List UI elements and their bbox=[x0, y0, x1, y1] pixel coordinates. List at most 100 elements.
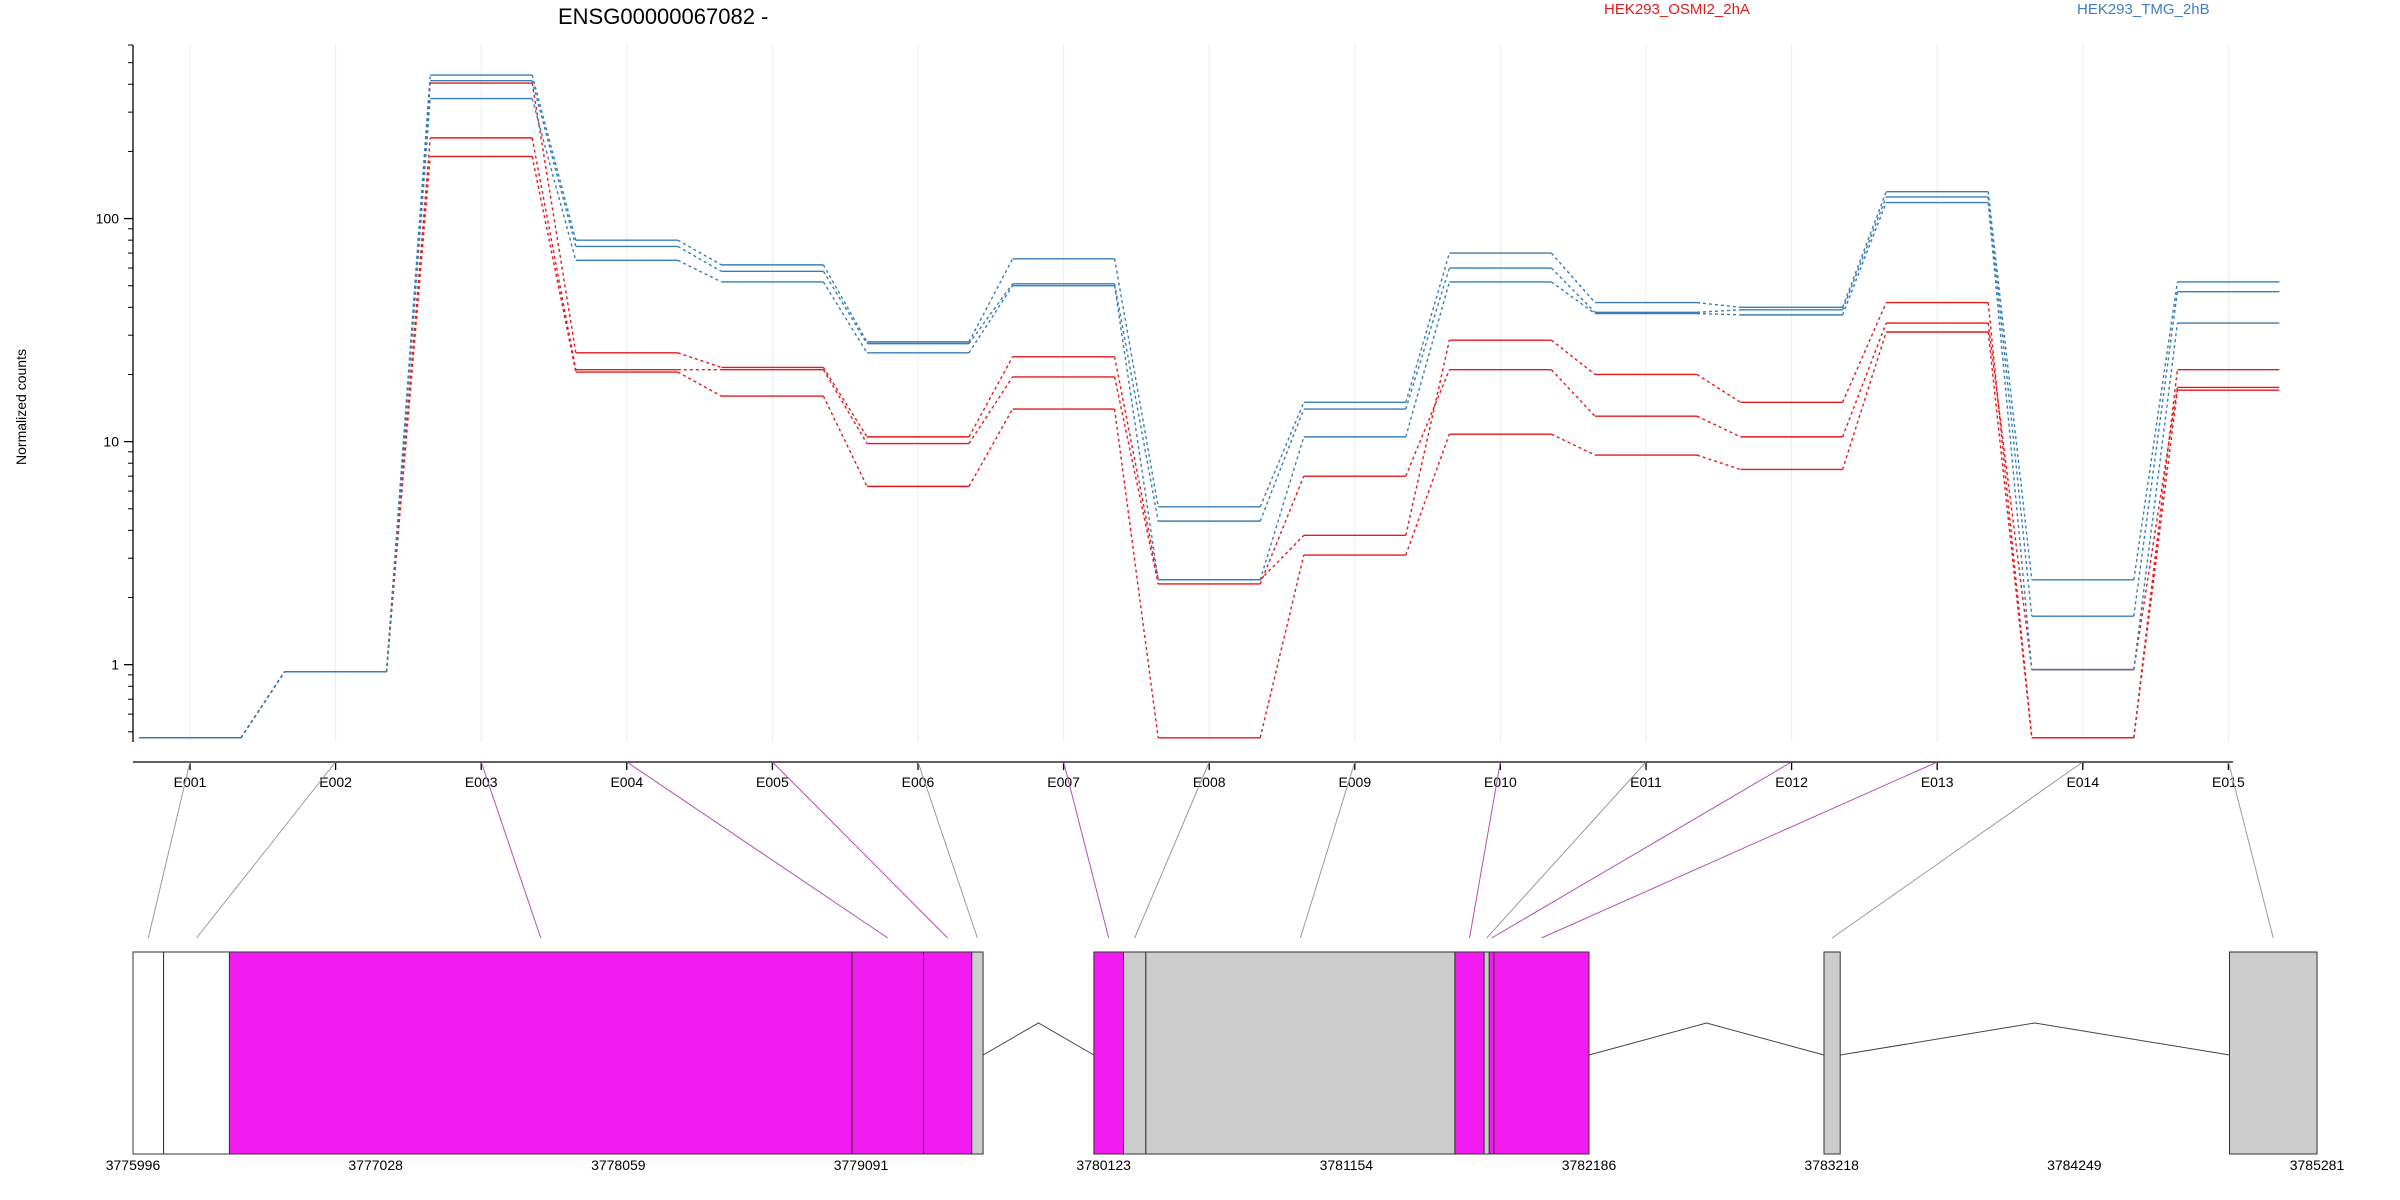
series-connector bbox=[677, 259, 722, 283]
series-connector bbox=[1550, 252, 1596, 304]
series-connector bbox=[1696, 301, 1741, 309]
exon-connector-lines bbox=[147, 761, 2274, 939]
x-tick-label: E002 bbox=[319, 774, 352, 790]
series-connector bbox=[1259, 475, 1305, 585]
series-connector bbox=[968, 376, 1014, 444]
coordinate-label: 3781154 bbox=[1320, 1157, 1374, 1173]
connector-e003 bbox=[480, 761, 542, 939]
series-connector bbox=[822, 281, 868, 354]
series-connector bbox=[822, 395, 868, 487]
series-connector bbox=[1987, 202, 2033, 670]
series-connector bbox=[240, 671, 286, 739]
x-tick-label: E013 bbox=[1921, 774, 1954, 790]
series-connector bbox=[385, 156, 431, 672]
legend-entry-tmg: HEK293_TMG_2hB bbox=[2077, 1, 2210, 18]
genomic-coordinate-labels: 3775996 3777028 3778059 3779091 3780123 37811… bbox=[106, 1157, 2345, 1173]
series-connector bbox=[1405, 267, 1451, 410]
y-tick-label: 1 bbox=[111, 657, 119, 673]
series-connector bbox=[2133, 322, 2179, 670]
exon-box-e009 bbox=[1145, 951, 1456, 1155]
series-connector bbox=[2133, 390, 2179, 738]
series-connector bbox=[531, 80, 577, 247]
x-tick-label: E007 bbox=[1047, 774, 1080, 790]
series-connector bbox=[1696, 312, 1741, 316]
x-tick-label: E009 bbox=[1338, 774, 1371, 790]
series-connector bbox=[968, 285, 1014, 354]
connector-e011 bbox=[1486, 761, 1647, 939]
series-connector bbox=[531, 137, 577, 370]
series-connector bbox=[1696, 415, 1741, 438]
exon-box-e012 bbox=[1488, 951, 1495, 1155]
y-tick-label: 100 bbox=[96, 211, 120, 227]
series-connector bbox=[1405, 433, 1451, 556]
series-connector bbox=[1987, 322, 2033, 670]
series-connector bbox=[822, 270, 868, 344]
connector-e010 bbox=[1469, 761, 1501, 939]
series-connector bbox=[531, 98, 577, 261]
series-connector bbox=[1113, 376, 1159, 585]
series-connector bbox=[1841, 302, 1887, 403]
x-tick-label: E003 bbox=[465, 774, 498, 790]
exon-box-e015 bbox=[2228, 951, 2318, 1155]
series-connector bbox=[1987, 331, 2033, 738]
connector-e008 bbox=[1134, 761, 1210, 939]
connector-e015 bbox=[2227, 761, 2274, 939]
exon-box-e003 bbox=[228, 951, 853, 1155]
series-connector bbox=[531, 74, 577, 241]
y-tick-label: 10 bbox=[103, 434, 119, 450]
series-connector bbox=[531, 156, 577, 373]
connector-e004 bbox=[626, 761, 889, 939]
connector-e013 bbox=[1541, 761, 1938, 939]
coordinate-label: 3784249 bbox=[2047, 1157, 2102, 1173]
chart-title: ENSG00000067082 - bbox=[558, 4, 768, 29]
series-connector bbox=[1259, 408, 1305, 522]
series-connector bbox=[385, 98, 431, 672]
series-connector bbox=[1405, 281, 1451, 438]
series-connector bbox=[822, 367, 868, 438]
series-connector bbox=[1259, 534, 1305, 581]
series-connector bbox=[1550, 339, 1596, 376]
exon-box-e007 bbox=[1093, 951, 1125, 1155]
coordinate-label: 3775996 bbox=[106, 1157, 161, 1173]
x-tick-label: E006 bbox=[902, 774, 935, 790]
series-connector bbox=[1259, 436, 1305, 581]
connector-e012 bbox=[1491, 761, 1792, 939]
series-connector bbox=[968, 356, 1014, 438]
coordinate-label: 3779091 bbox=[834, 1157, 889, 1173]
exon-box-e014 bbox=[1823, 951, 1841, 1155]
exon-box-e008 bbox=[1123, 951, 1147, 1155]
series-connector bbox=[968, 283, 1014, 345]
series-connector bbox=[822, 369, 868, 444]
series-connector bbox=[1696, 309, 1741, 313]
series-connector bbox=[1841, 191, 1887, 308]
connector-e014 bbox=[1831, 761, 2084, 939]
y-axis-label: Normalized counts bbox=[13, 349, 29, 465]
series-connector bbox=[385, 74, 431, 672]
series-connector bbox=[1550, 281, 1596, 315]
series-connector bbox=[1550, 369, 1596, 417]
series-connector bbox=[1113, 408, 1159, 738]
series-connector bbox=[1696, 373, 1741, 403]
x-tick-label: E015 bbox=[2212, 774, 2245, 790]
series-connector bbox=[1987, 302, 2033, 738]
intron-line bbox=[1840, 1022, 2230, 1056]
exon-box-e004 bbox=[851, 951, 925, 1155]
series-connector bbox=[1113, 285, 1159, 580]
exon-box-e010 bbox=[1454, 951, 1485, 1155]
series-connector bbox=[1405, 340, 1451, 536]
x-tick-label: E014 bbox=[2066, 774, 2099, 790]
grid-lines bbox=[189, 45, 2229, 742]
series-connector bbox=[1551, 433, 1596, 456]
coordinate-label: 3782186 bbox=[1562, 1157, 1617, 1173]
gene-model bbox=[132, 951, 2318, 1155]
connector-e007 bbox=[1063, 761, 1110, 939]
legend-entry-osmi2: HEK293_OSMI2_2hA bbox=[1604, 1, 1750, 18]
exon-box-e002 bbox=[163, 951, 230, 1155]
series-connector bbox=[1696, 454, 1741, 471]
x-tick-label: E008 bbox=[1193, 774, 1226, 790]
connector-e006 bbox=[917, 761, 978, 939]
x-tick-label: E011 bbox=[1630, 774, 1662, 790]
series-connector bbox=[1405, 369, 1451, 477]
x-tick-label: E004 bbox=[610, 774, 643, 790]
series-connector bbox=[1550, 267, 1596, 313]
